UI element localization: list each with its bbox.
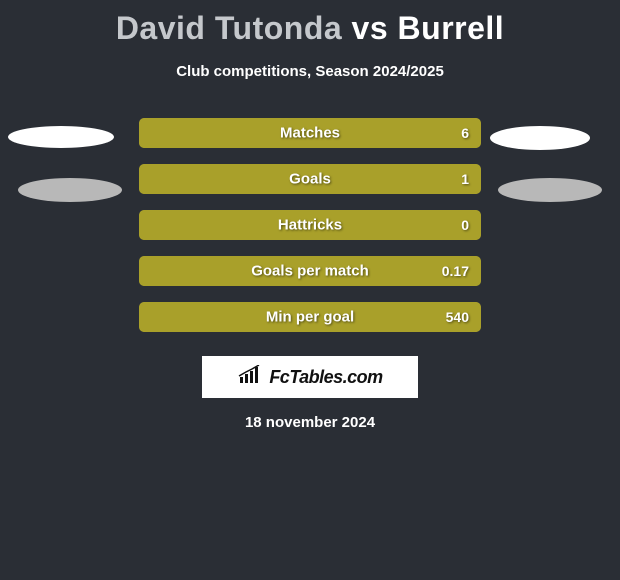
stat-row: Min per goal 540: [139, 302, 481, 332]
vs-text: vs: [352, 10, 389, 46]
decorative-ellipse: [8, 126, 114, 148]
player2-name: Burrell: [398, 10, 505, 46]
stat-label: Hattricks: [278, 217, 342, 234]
stat-label: Min per goal: [266, 309, 354, 326]
stat-value: 6: [461, 125, 469, 141]
stat-row: Goals 1: [139, 164, 481, 194]
stat-label: Matches: [280, 125, 340, 142]
player1-name: David Tutonda: [116, 10, 342, 46]
source-badge: FcTables.com: [202, 356, 418, 398]
decorative-ellipse: [18, 178, 122, 202]
decorative-ellipse: [490, 126, 590, 150]
stat-row: Hattricks 0: [139, 210, 481, 240]
stat-value: 0: [461, 217, 469, 233]
stat-row: Matches 6: [139, 118, 481, 148]
page-title: David Tutonda vs Burrell: [0, 0, 620, 47]
stat-label: Goals per match: [251, 263, 369, 280]
date-text: 18 november 2024: [0, 414, 620, 431]
stat-value: 0.17: [442, 263, 469, 279]
subtitle: Club competitions, Season 2024/2025: [0, 63, 620, 80]
decorative-ellipse: [498, 178, 602, 202]
chart-icon: [237, 365, 263, 390]
stat-rows: Matches 6 Goals 1 Hattricks 0 Goals per match 0…: [0, 118, 620, 332]
stat-value: 1: [461, 171, 469, 187]
stat-label: Goals: [289, 171, 331, 188]
badge-text: FcTables.com: [269, 367, 382, 388]
stat-row: Goals per match 0.17: [139, 256, 481, 286]
stat-value: 540: [446, 309, 469, 325]
